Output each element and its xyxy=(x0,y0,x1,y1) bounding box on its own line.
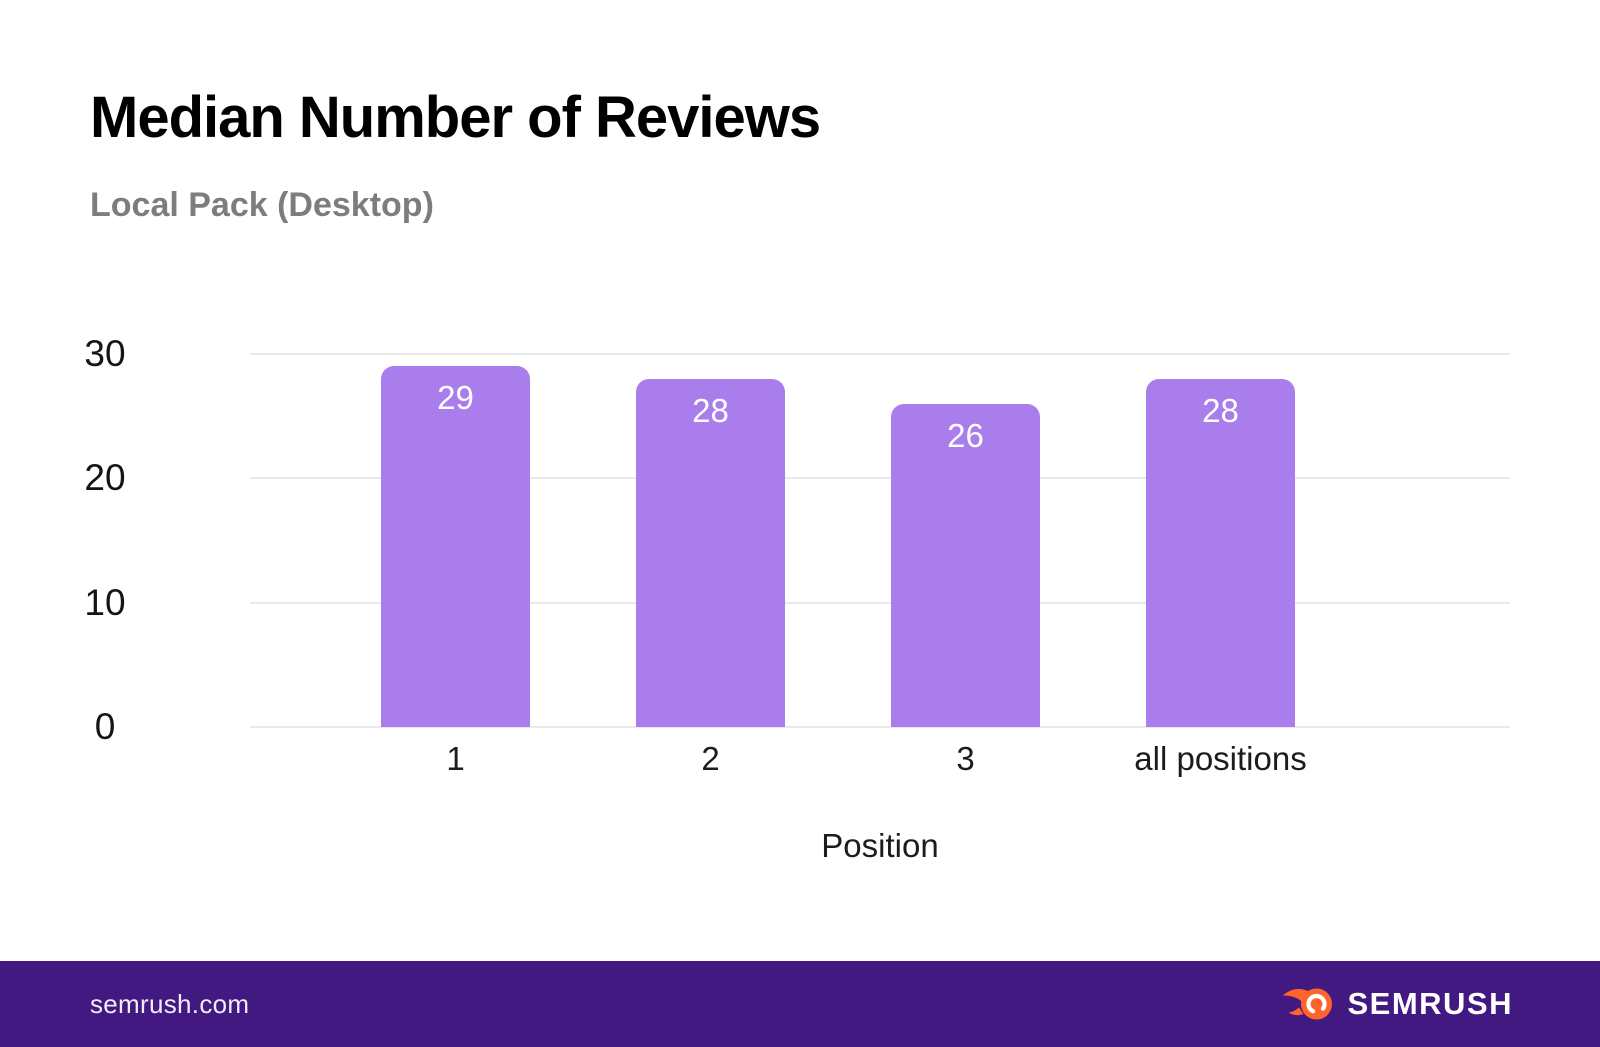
y-tick-label-30: 30 xyxy=(84,333,126,374)
chart-bar-2: 28 xyxy=(636,378,785,727)
semrush-flame-icon xyxy=(1282,984,1334,1024)
bar-value-label: 29 xyxy=(437,379,474,417)
y-axis: 0 10 20 30 xyxy=(70,333,140,747)
x-tick-label-2: 2 xyxy=(701,740,720,777)
page-subtitle: Local Pack (Desktop) xyxy=(90,186,434,224)
gridline-y-0 xyxy=(250,726,1510,728)
page-title: Median Number of Reviews xyxy=(90,85,821,150)
bar-value-label: 28 xyxy=(692,391,729,429)
gridline-y-10 xyxy=(250,601,1510,604)
footer-site-url: semrush.com xyxy=(90,988,250,1019)
y-tick-label-20: 20 xyxy=(84,457,126,499)
bar-value-label: 28 xyxy=(1202,391,1239,429)
x-tick-label-3: 3 xyxy=(956,740,975,777)
bar-value-label: 26 xyxy=(947,416,984,454)
y-tick-label-0: 0 xyxy=(94,706,116,747)
footer-brand-wordmark: SEMRUSH xyxy=(1347,986,1513,1021)
x-tick-label-1: 1 xyxy=(446,740,465,777)
y-tick-label-10: 10 xyxy=(84,581,126,623)
chart-bar-1: 29 xyxy=(381,366,530,727)
chart-bar-3: 26 xyxy=(891,403,1040,727)
x-tick-label-all-positions: all positions xyxy=(1134,740,1307,777)
x-axis-title: Position xyxy=(821,827,939,864)
gridline-y-30 xyxy=(250,353,1510,355)
gridline-y-20 xyxy=(250,477,1510,480)
footer-bar: semrush.com SEMRUSH xyxy=(0,961,1600,1047)
chart-bar-all-positions: 28 xyxy=(1146,378,1295,727)
semrush-logo: SEMRUSH xyxy=(1282,984,1513,1024)
plot-area: 29 28 26 28 xyxy=(250,353,1510,728)
